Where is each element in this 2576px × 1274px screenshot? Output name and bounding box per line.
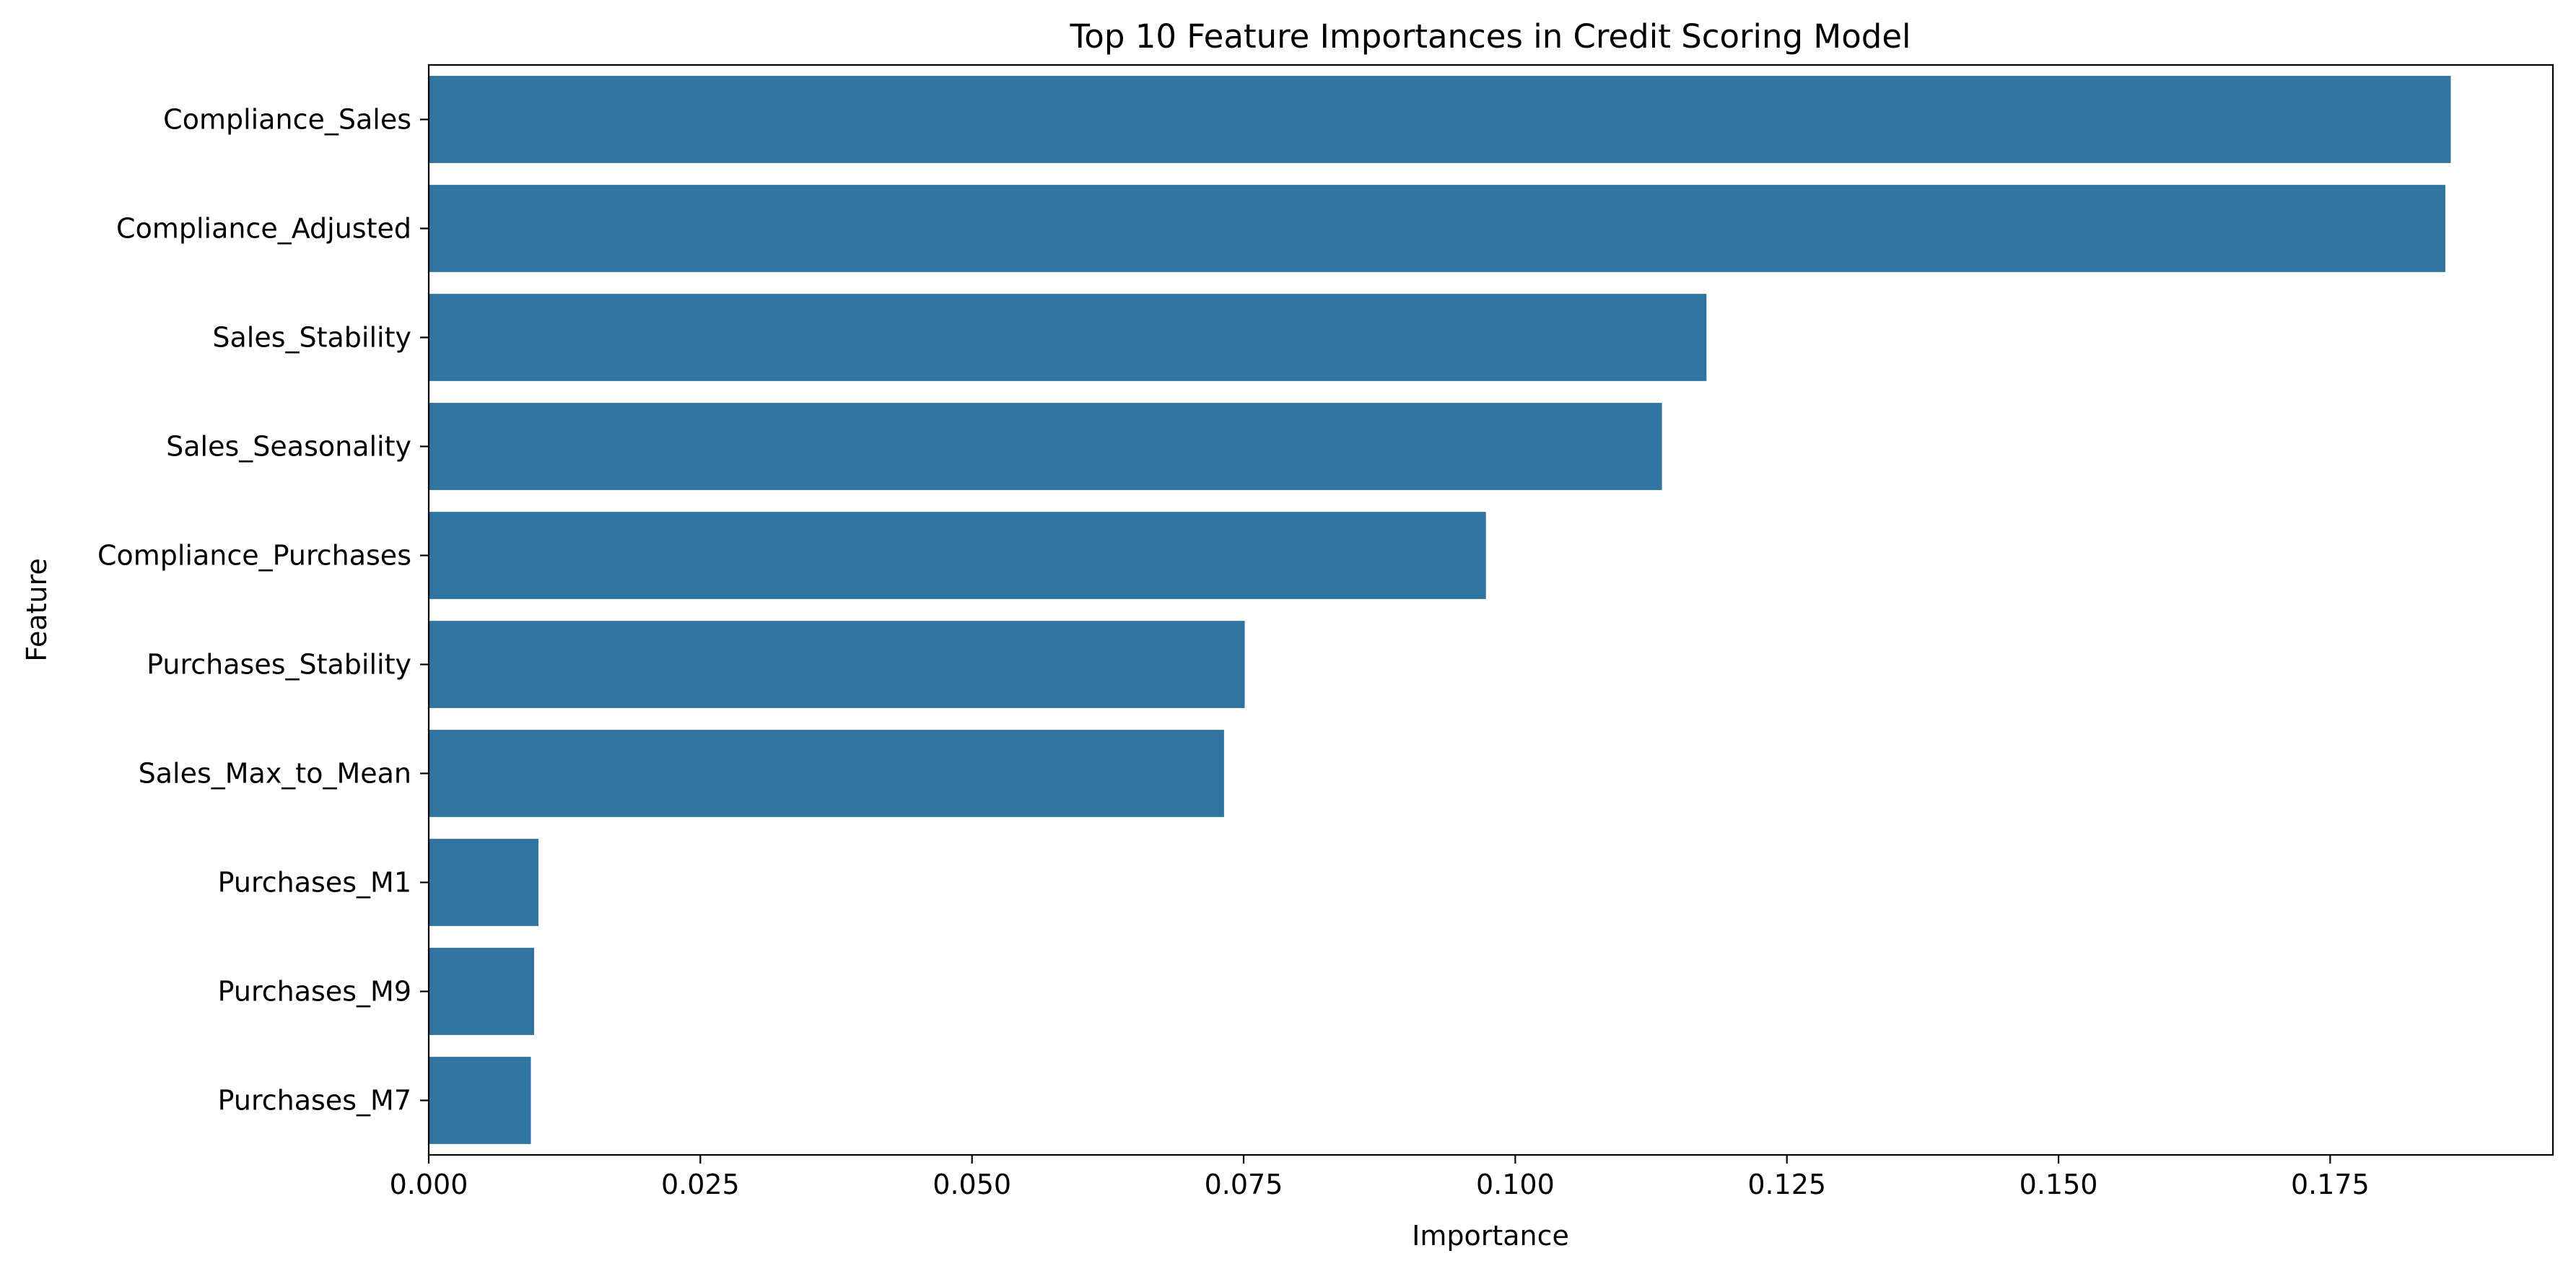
y-ticks-layer: Compliance_Sales Compliance_Adjusted Sales… [97, 104, 429, 1117]
plot-frame [427, 64, 2554, 1156]
y-tick-label-2: Sales_Stability [212, 322, 411, 354]
x-tick-label-4: 0.100 [1476, 1169, 1555, 1200]
bar-9 [429, 1057, 531, 1144]
y-axis-label: Feature [21, 558, 53, 662]
x-tick-label-1: 0.025 [661, 1169, 740, 1200]
x-tick-label-2: 0.050 [933, 1169, 1011, 1200]
x-tick-label-7: 0.175 [2291, 1169, 2370, 1200]
bar-5 [429, 621, 1245, 708]
chart-title: Top 10 Feature Importances in Credit Sco… [1069, 17, 1911, 56]
y-tick-label-1: Compliance_Adjusted [116, 213, 411, 245]
bar-3 [429, 403, 1662, 490]
x-tick-label-0: 0.000 [390, 1169, 468, 1200]
y-tick-label-9: Purchases_M7 [218, 1085, 411, 1117]
bar-6 [429, 730, 1224, 817]
bar-7 [429, 839, 539, 926]
y-tick-label-3: Sales_Seasonality [166, 431, 411, 463]
y-tick-label-8: Purchases_M9 [218, 976, 411, 1008]
bar-1 [429, 185, 2445, 272]
x-tick-label-5: 0.125 [1747, 1169, 1826, 1200]
y-tick-label-4: Compliance_Purchases [97, 540, 411, 572]
x-tick-label-3: 0.075 [1205, 1169, 1283, 1200]
x-ticks-layer: 0.000 0.025 0.050 0.075 0.100 0.125 0.150 0.175 [390, 1155, 2370, 1200]
bar-4 [429, 512, 1486, 599]
y-tick-label-5: Purchases_Stability [147, 649, 411, 681]
y-tick-label-7: Purchases_M1 [218, 867, 411, 899]
bar-0 [429, 76, 2451, 163]
bar-2 [429, 294, 1707, 381]
y-tick-label-6: Sales_Max_to_Mean [139, 758, 411, 790]
x-tick-label-6: 0.150 [2020, 1169, 2098, 1200]
bar-8 [429, 948, 535, 1035]
x-axis-label: Importance [1412, 1220, 1569, 1252]
bars-layer [429, 76, 2451, 1144]
y-tick-label-0: Compliance_Sales [163, 104, 411, 136]
